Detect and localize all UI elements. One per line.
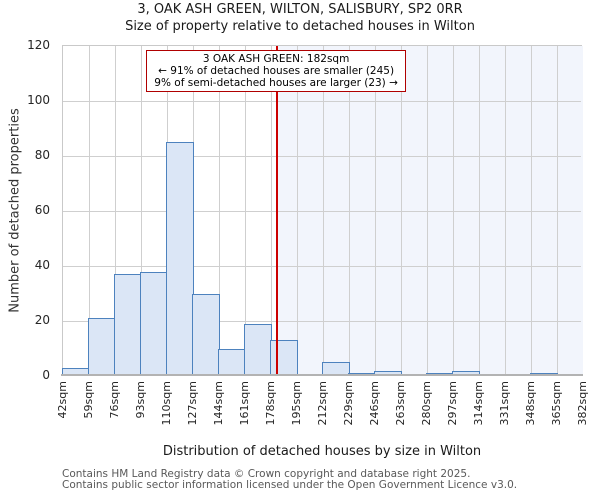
- annotation-line-2: ← 91% of detached houses are smaller (24…: [158, 65, 395, 77]
- x-tick-label: 42sqm: [55, 381, 69, 419]
- vertical-gridline: [400, 46, 402, 374]
- vertical-gridline: [88, 46, 90, 374]
- annotation-line-1: 3 OAK ASH GREEN: 182sqm: [202, 53, 350, 65]
- x-tick-label: 178sqm: [263, 381, 277, 426]
- x-axis-line: [61, 374, 583, 376]
- vertical-gridline: [218, 46, 220, 374]
- histogram-bar: [114, 274, 142, 376]
- x-tick-label: 93sqm: [133, 381, 147, 419]
- horizontal-gridline: [63, 155, 581, 157]
- vertical-gridline: [478, 46, 480, 374]
- x-tick-label: 127sqm: [185, 381, 199, 426]
- y-tick-label: 60: [34, 203, 50, 217]
- x-tick-label: 246sqm: [367, 381, 381, 426]
- histogram-bar: [166, 142, 194, 376]
- x-tick-label: 76sqm: [107, 381, 121, 419]
- x-tick-label: 161sqm: [237, 381, 251, 426]
- y-tick-label: 80: [34, 148, 50, 162]
- horizontal-gridline: [63, 100, 581, 102]
- x-tick-label: 263sqm: [393, 381, 407, 426]
- x-tick-label: 229sqm: [341, 381, 355, 426]
- y-tick-label: 0: [42, 368, 50, 382]
- x-tick-label: 212sqm: [315, 381, 329, 426]
- vertical-gridline: [114, 46, 116, 374]
- chart-title: 3, OAK ASH GREEN, WILTON, SALISBURY, SP2…: [137, 2, 463, 17]
- y-tick-label: 100: [27, 93, 50, 107]
- y-tick-label: 40: [34, 258, 50, 272]
- histogram-bar: [452, 370, 480, 376]
- histogram-bar: [374, 370, 402, 376]
- y-tick-label: 20: [34, 313, 50, 327]
- x-tick-label: 59sqm: [81, 381, 95, 419]
- x-tick-label: 314sqm: [471, 381, 485, 426]
- annotation-line-3: 9% of semi-detached houses are larger (2…: [154, 77, 398, 89]
- x-tick-label: 280sqm: [419, 381, 433, 426]
- vertical-gridline: [270, 46, 272, 374]
- vertical-gridline: [244, 46, 246, 374]
- horizontal-gridline: [63, 265, 581, 267]
- vertical-gridline: [348, 46, 350, 374]
- marker-annotation-box: 3 OAK ASH GREEN: 182sqm ← 91% of detache…: [146, 50, 407, 92]
- vertical-gridline: [296, 46, 298, 374]
- vertical-gridline: [140, 46, 142, 374]
- vertical-gridline: [452, 46, 454, 374]
- histogram-bar: [140, 271, 168, 376]
- histogram-bar: [244, 323, 272, 376]
- plot-area: [62, 45, 583, 376]
- property-size-marker-line: [276, 46, 278, 376]
- histogram-bar: [322, 362, 350, 376]
- x-tick-label: 110sqm: [159, 381, 173, 426]
- horizontal-gridline: [63, 210, 581, 212]
- x-tick-label: 382sqm: [575, 381, 589, 426]
- histogram-bar: [218, 348, 246, 376]
- x-tick-label: 297sqm: [445, 381, 459, 426]
- vertical-gridline: [322, 46, 324, 374]
- x-tick-label: 144sqm: [211, 381, 225, 426]
- x-tick-label: 195sqm: [289, 381, 303, 426]
- chart-subtitle: Size of property relative to detached ho…: [125, 19, 475, 34]
- horizontal-gridline: [63, 320, 581, 322]
- footer-copyright-line-2: Contains public sector information licen…: [62, 479, 518, 491]
- vertical-gridline: [426, 46, 428, 374]
- x-axis-title: Distribution of detached houses by size …: [162, 444, 482, 459]
- y-tick-label: 120: [27, 38, 50, 52]
- vertical-gridline: [374, 46, 376, 374]
- vertical-gridline: [504, 46, 506, 374]
- x-tick-label: 365sqm: [549, 381, 563, 426]
- vertical-gridline: [556, 46, 558, 374]
- histogram-bar: [192, 293, 220, 376]
- footer-copyright-line-1: Contains HM Land Registry data © Crown c…: [62, 468, 471, 480]
- x-tick-label: 348sqm: [523, 381, 537, 426]
- x-tick-label: 331sqm: [497, 381, 511, 426]
- vertical-gridline: [530, 46, 532, 374]
- histogram-bar: [88, 318, 116, 376]
- histogram-bar: [270, 340, 298, 376]
